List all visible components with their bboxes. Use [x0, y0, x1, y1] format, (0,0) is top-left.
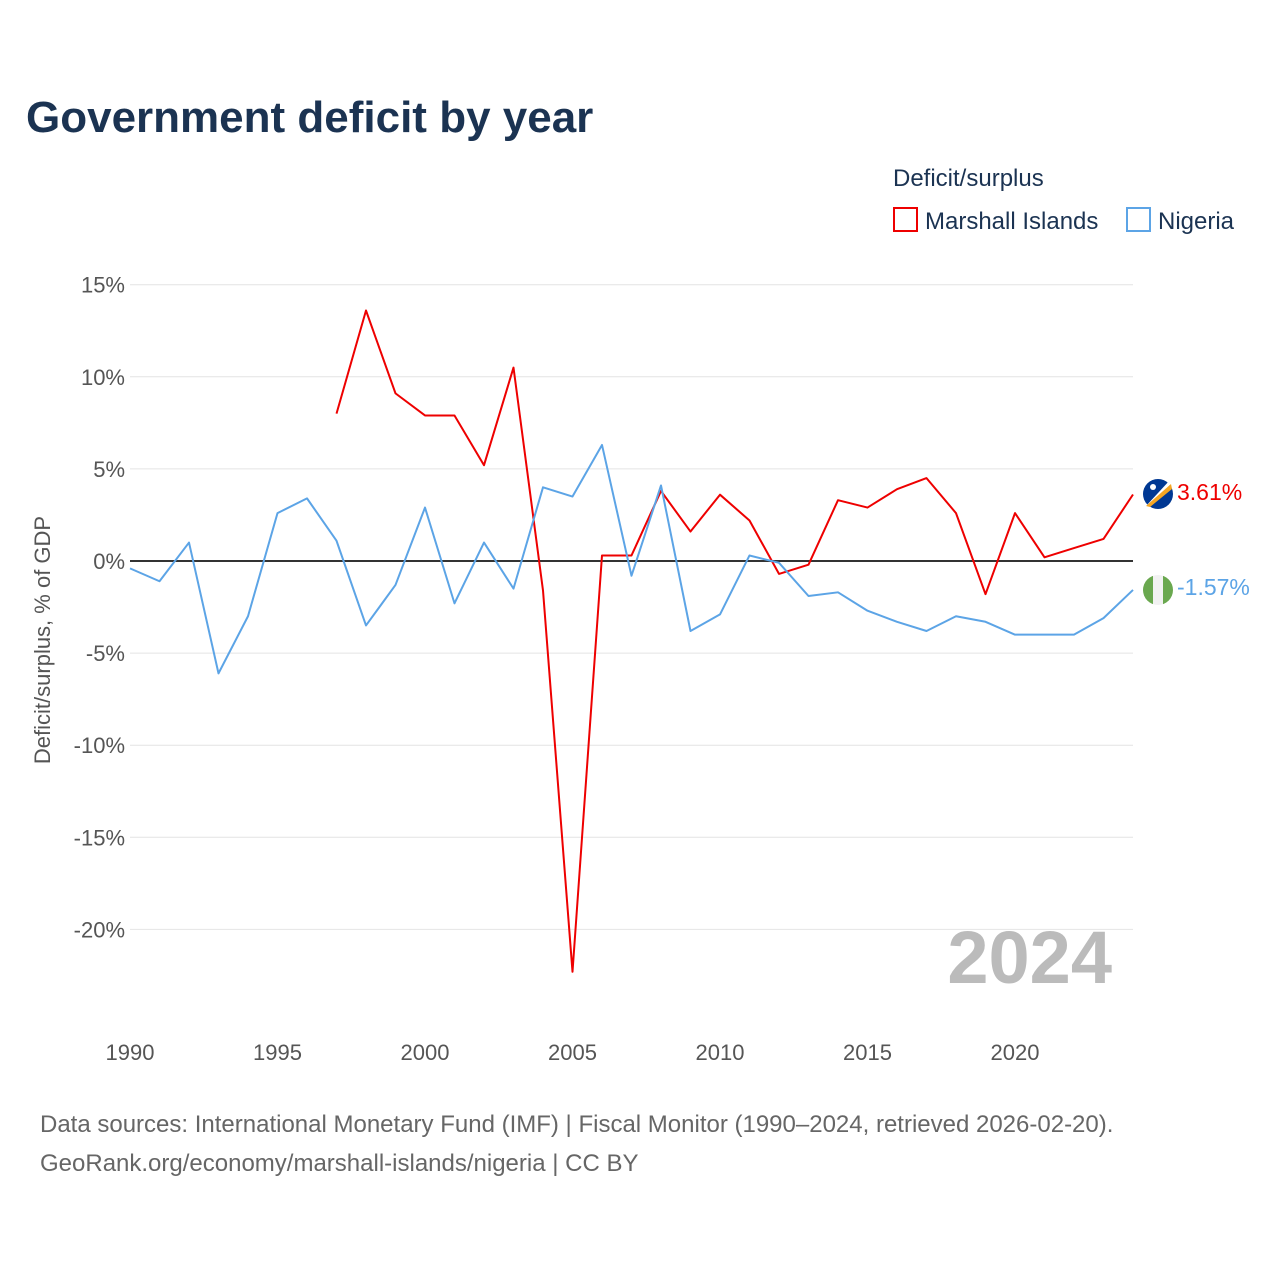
data-point[interactable]: [334, 411, 340, 417]
y-tick-label: 0%: [93, 549, 125, 574]
data-point[interactable]: [953, 613, 959, 619]
data-point[interactable]: [717, 611, 723, 617]
data-point[interactable]: [983, 619, 989, 625]
data-point[interactable]: [835, 497, 841, 503]
data-point[interactable]: [422, 505, 428, 511]
data-point[interactable]: [511, 365, 517, 371]
legend-swatch: [1126, 207, 1151, 232]
data-point[interactable]: [953, 510, 959, 516]
data-point[interactable]: [806, 593, 812, 599]
data-point[interactable]: [363, 622, 369, 628]
source-url-line[interactable]: GeoRank.org/economy/marshall-islands/nig…: [40, 1150, 639, 1177]
x-tick-label: 2005: [548, 1040, 597, 1065]
data-point[interactable]: [924, 628, 930, 634]
data-point[interactable]: [1012, 510, 1018, 516]
data-point[interactable]: [570, 494, 576, 500]
data-point[interactable]: [835, 589, 841, 595]
x-tick-label: 2010: [696, 1040, 745, 1065]
data-point[interactable]: [983, 591, 989, 597]
data-point[interactable]: [599, 442, 605, 448]
x-tick-label: 1990: [106, 1040, 155, 1065]
x-tick-label: 2020: [991, 1040, 1040, 1065]
data-point[interactable]: [1012, 632, 1018, 638]
data-point[interactable]: [245, 613, 251, 619]
y-tick-label: -20%: [74, 917, 125, 942]
chart-title: Government deficit by year: [26, 93, 593, 142]
data-point[interactable]: [776, 560, 782, 566]
legend-label: Nigeria: [1158, 208, 1235, 235]
legend-swatch: [893, 207, 918, 232]
data-point[interactable]: [304, 495, 310, 501]
series-line-nigeria[interactable]: [129, 443, 1134, 675]
data-point[interactable]: [1130, 492, 1136, 498]
data-point[interactable]: [334, 538, 340, 544]
y-tick-label: 15%: [81, 273, 125, 298]
data-point[interactable]: [393, 390, 399, 396]
end-label-nigeria: -1.57%: [1177, 574, 1250, 600]
data-point[interactable]: [894, 619, 900, 625]
data-point[interactable]: [599, 552, 605, 558]
data-point[interactable]: [511, 586, 517, 592]
data-point[interactable]: [275, 510, 281, 516]
legend-label: Marshall Islands: [925, 208, 1098, 235]
y-tick-label: 5%: [93, 457, 125, 482]
data-point[interactable]: [1130, 587, 1136, 593]
data-point[interactable]: [894, 486, 900, 492]
data-point[interactable]: [1042, 632, 1048, 638]
legend-item-nigeria[interactable]: Nigeria: [1126, 207, 1235, 235]
data-point[interactable]: [688, 628, 694, 634]
data-point[interactable]: [865, 505, 871, 511]
x-tick-label: 2000: [401, 1040, 450, 1065]
data-point[interactable]: [865, 608, 871, 614]
data-point[interactable]: [540, 587, 546, 593]
end-label-marshall-islands: 3.61%: [1177, 479, 1242, 505]
legend-item-marshall-islands[interactable]: Marshall Islands: [893, 207, 1098, 235]
data-point[interactable]: [393, 582, 399, 588]
y-axis-label: Deficit/surplus, % of GDP: [30, 516, 55, 764]
data-point[interactable]: [1071, 632, 1077, 638]
data-point[interactable]: [1042, 554, 1048, 560]
data-point[interactable]: [157, 578, 163, 584]
year-watermark: 2024: [947, 916, 1112, 999]
nigeria-flag-icon: [1143, 575, 1173, 605]
y-tick-label: -5%: [86, 641, 125, 666]
series-line-marshall-islands[interactable]: [335, 309, 1134, 973]
data-point[interactable]: [1071, 545, 1077, 551]
y-tick-label: -10%: [74, 733, 125, 758]
data-point[interactable]: [806, 562, 812, 568]
data-point[interactable]: [216, 670, 222, 676]
source-line: Data sources: International Monetary Fun…: [40, 1111, 1113, 1138]
data-point[interactable]: [540, 484, 546, 490]
legend-title: Deficit/surplus: [893, 165, 1044, 192]
y-tick-label: -15%: [74, 825, 125, 850]
x-tick-label: 1995: [253, 1040, 302, 1065]
data-point[interactable]: [717, 492, 723, 498]
data-point[interactable]: [747, 552, 753, 558]
data-point[interactable]: [629, 573, 635, 579]
data-point[interactable]: [422, 412, 428, 418]
data-point[interactable]: [363, 307, 369, 313]
data-point[interactable]: [629, 552, 635, 558]
data-point[interactable]: [776, 571, 782, 577]
data-point[interactable]: [452, 412, 458, 418]
data-point[interactable]: [747, 517, 753, 523]
data-point[interactable]: [481, 462, 487, 468]
data-point[interactable]: [1101, 615, 1107, 621]
data-point[interactable]: [127, 565, 133, 571]
data-point[interactable]: [186, 540, 192, 546]
data-point[interactable]: [570, 969, 576, 975]
data-point[interactable]: [481, 540, 487, 546]
marshall-islands-flag-icon: [1143, 479, 1173, 509]
data-point[interactable]: [658, 482, 664, 488]
x-tick-label: 2015: [843, 1040, 892, 1065]
data-point[interactable]: [924, 475, 930, 481]
data-point[interactable]: [688, 529, 694, 535]
y-tick-label: 10%: [81, 365, 125, 390]
data-point[interactable]: [1101, 536, 1107, 542]
data-point[interactable]: [452, 600, 458, 606]
